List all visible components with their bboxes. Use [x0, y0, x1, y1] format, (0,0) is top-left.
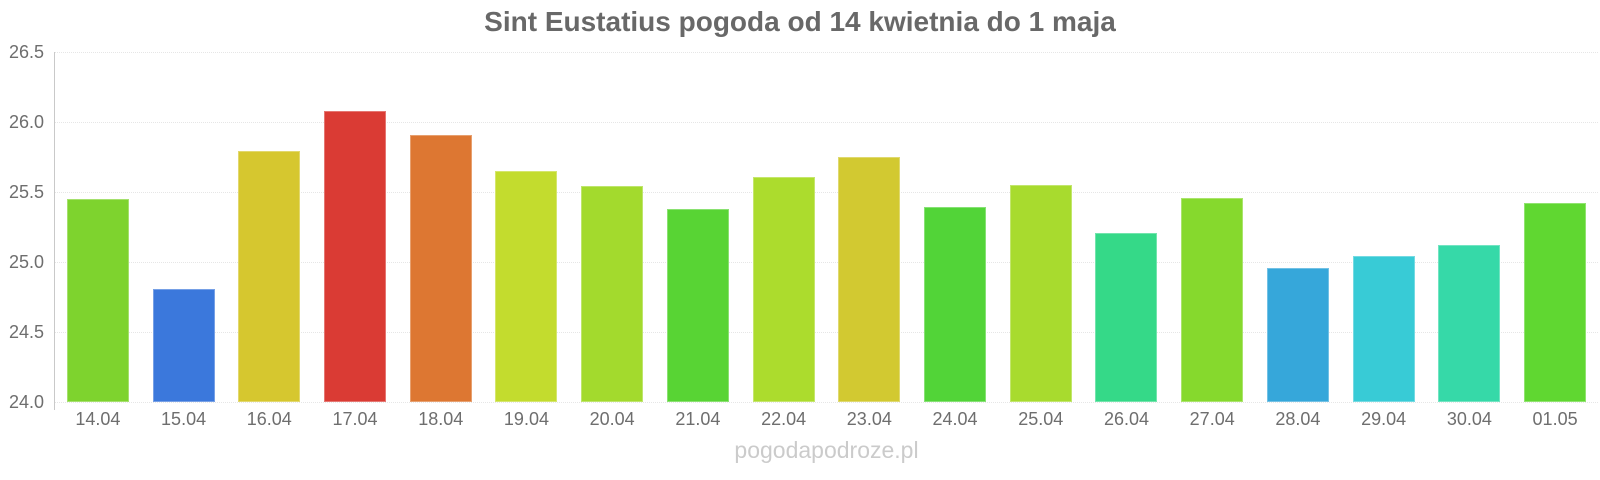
x-tick-label: 15.04 [161, 409, 207, 429]
bar-slot: 19.04 [484, 52, 570, 429]
bar-slot: 28.04 [1255, 52, 1341, 429]
bar-slot: 26.04 [1084, 52, 1170, 429]
bar[interactable] [1095, 232, 1158, 402]
plot-area: 14.04 15.04 16.04 17.04 18.04 19.04 20.04 21.04… [54, 52, 1598, 429]
x-tick-label: 26.04 [1103, 409, 1149, 429]
x-tick-label: 23.04 [846, 409, 892, 429]
bar-slot: 01.05 [1512, 52, 1598, 429]
x-tick-label: 27.04 [1189, 409, 1235, 429]
bar-slot: 18.04 [398, 52, 484, 429]
gridline [55, 122, 1598, 123]
bar-slot: 20.04 [569, 52, 655, 429]
x-tick-label: 18.04 [418, 409, 464, 429]
watermark: pogodapodroze.pl [734, 437, 919, 463]
bar-slot: 15.04 [141, 52, 227, 429]
bar[interactable] [1009, 185, 1072, 402]
y-tick-label: 26.5 [8, 42, 44, 62]
bar-slot: 16.04 [226, 52, 312, 429]
y-tick-label: 25.5 [8, 182, 44, 202]
y-axis-line [54, 52, 55, 410]
x-tick-label: 19.04 [503, 409, 549, 429]
gridline [55, 332, 1598, 333]
chart-title: Sint Eustatius pogoda od 14 kwietnia do … [484, 6, 1116, 37]
bar[interactable] [1352, 256, 1415, 402]
gridline [55, 402, 1598, 403]
bar[interactable] [238, 151, 301, 402]
bar-slot: 29.04 [1341, 52, 1427, 429]
bar-slot: 21.04 [655, 52, 741, 429]
gridline [55, 192, 1598, 193]
x-tick-label: 30.04 [1446, 409, 1492, 429]
x-tick-label: 25.04 [1018, 409, 1064, 429]
bar[interactable] [752, 176, 815, 402]
y-tick-label: 24.5 [8, 322, 44, 342]
bar[interactable] [838, 157, 901, 402]
gridline [55, 52, 1598, 53]
x-tick-label: 24.04 [932, 409, 978, 429]
bar-slot: 14.04 [55, 52, 141, 429]
x-tick-label: 01.05 [1532, 409, 1578, 429]
bar-slots: 14.04 15.04 16.04 17.04 18.04 19.04 20.04 21.04… [55, 52, 1598, 429]
bar[interactable] [1524, 203, 1587, 402]
y-tick-label: 24.0 [8, 392, 44, 412]
x-tick-label: 17.04 [332, 409, 378, 429]
x-tick-label: 28.04 [1275, 409, 1321, 429]
x-tick-label: 14.04 [75, 409, 121, 429]
bar-slot: 22.04 [741, 52, 827, 429]
bar[interactable] [581, 186, 644, 402]
gridline [55, 262, 1598, 263]
bar[interactable] [152, 288, 215, 402]
bar-slot: 30.04 [1427, 52, 1513, 429]
bar-slot: 24.04 [912, 52, 998, 429]
x-tick-label: 20.04 [589, 409, 635, 429]
x-tick-label: 22.04 [761, 409, 807, 429]
bar[interactable] [666, 208, 729, 402]
bar[interactable] [1266, 267, 1329, 402]
bar[interactable] [409, 134, 472, 402]
x-tick-label: 29.04 [1361, 409, 1407, 429]
bar-slot: 27.04 [1169, 52, 1255, 429]
bar-slot: 17.04 [312, 52, 398, 429]
x-tick-label: 16.04 [246, 409, 292, 429]
bar[interactable] [495, 171, 558, 402]
bar-slot: 23.04 [826, 52, 912, 429]
y-tick-label: 25.0 [8, 252, 44, 272]
bar[interactable] [1181, 197, 1244, 402]
bar[interactable] [324, 110, 387, 402]
bar[interactable] [1438, 245, 1501, 402]
bar[interactable] [924, 207, 987, 402]
x-tick-label: 21.04 [675, 409, 721, 429]
bar-slot: 25.04 [998, 52, 1084, 429]
bar[interactable] [66, 199, 129, 402]
y-tick-label: 26.0 [8, 112, 44, 132]
